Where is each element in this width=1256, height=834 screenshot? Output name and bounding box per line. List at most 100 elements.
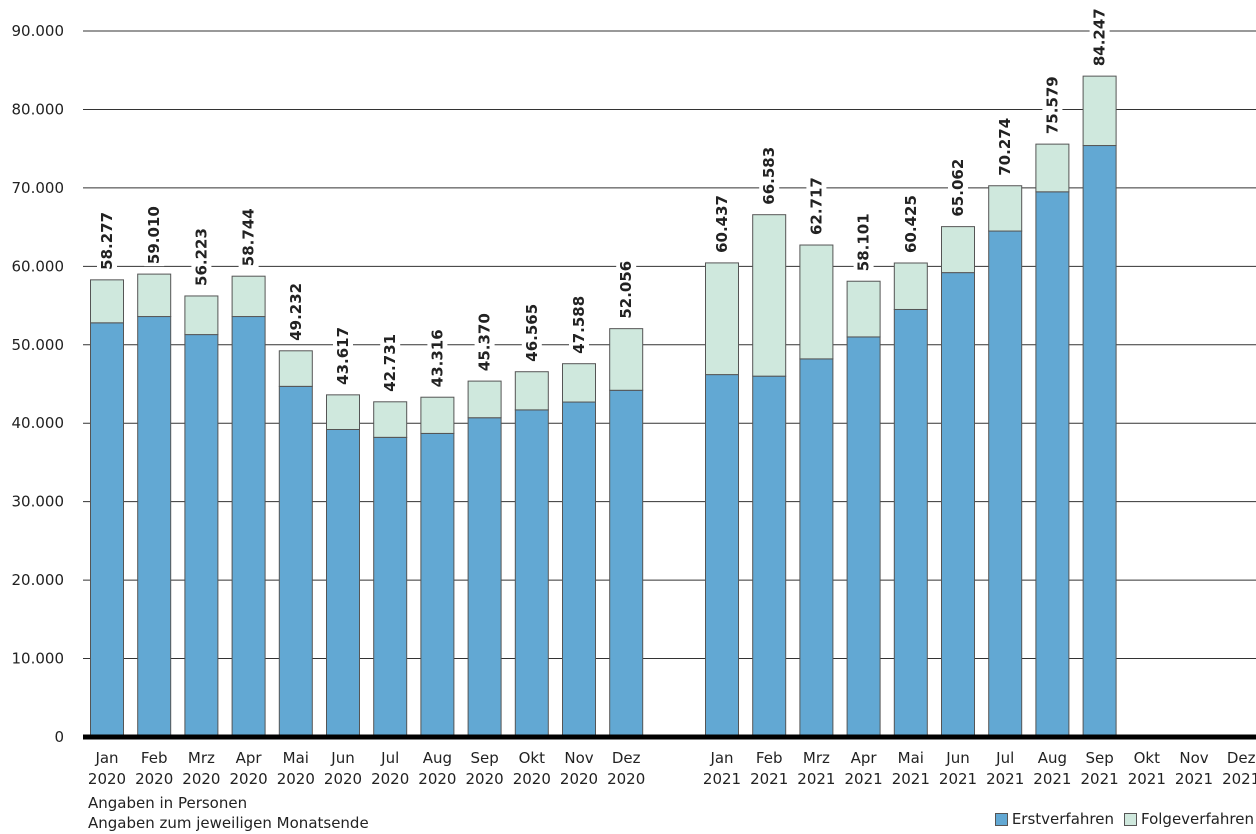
value-label: 62.717 (807, 177, 825, 235)
bar-erstverfahren (705, 374, 739, 738)
label-mask (853, 212, 874, 274)
x-tick-label-year: 2021 (1128, 770, 1166, 788)
bar-folgeverfahren (1082, 75, 1117, 147)
bar-folgeverfahren (278, 350, 313, 387)
y-tick-label: 80.000 (12, 100, 65, 118)
label-mask (948, 157, 968, 219)
x-tick-label-year: 2021 (750, 770, 788, 788)
x-tick-label-year: 2020 (560, 770, 598, 788)
x-tick-label-month: Jun (330, 749, 354, 767)
x-tick-label-year: 2020 (277, 770, 315, 788)
bar-folgeverfahren (705, 262, 739, 376)
x-tick-label-month: Nov (564, 749, 593, 767)
bar-erstverfahren (609, 389, 644, 738)
bar-folgeverfahren (562, 363, 596, 403)
bar-erstverfahren (467, 417, 502, 738)
note-unit: Angaben in Personen (88, 794, 248, 812)
x-tick-label-year: 2020 (324, 770, 362, 788)
bar-erstverfahren (752, 375, 787, 738)
bar-erstverfahren (90, 322, 124, 738)
x-tick-label-month: Okt (1134, 749, 1160, 767)
x-tick-label-year: 2020 (88, 770, 126, 788)
x-tick-label-month: Sep (470, 749, 498, 767)
label-mask (759, 145, 780, 207)
bar-folgeverfahren (514, 371, 549, 411)
x-tick-label-month: Aug (423, 749, 452, 767)
label-mask (712, 193, 732, 255)
value-label: 46.565 (523, 304, 541, 362)
x-tick-label-year: 2020 (466, 770, 504, 788)
x-tick-label-year: 2020 (513, 770, 551, 788)
x-tick-label-month: Nov (1179, 749, 1208, 767)
y-tick-label: 50.000 (12, 336, 65, 354)
bar-folgeverfahren (90, 279, 124, 324)
x-tick-label-month: Feb (141, 749, 168, 767)
bar-folgeverfahren (988, 185, 1023, 232)
value-label: 65.062 (949, 159, 967, 217)
bar-folgeverfahren (941, 226, 975, 274)
x-tick-label-month: Sep (1085, 749, 1113, 767)
y-tick-label: 90.000 (12, 22, 65, 40)
y-tick-label: 20.000 (12, 571, 65, 589)
label-mask (380, 332, 401, 394)
chart-notes: Angaben in Personen Angaben zum jeweilig… (88, 793, 369, 833)
x-tick-label-month: Dez (1227, 749, 1256, 767)
x-tick-label-year: 2021 (703, 770, 741, 788)
label-mask (474, 312, 495, 374)
legend-label-erstverfahren: Erstverfahren (1011, 810, 1114, 828)
y-tick-label: 70.000 (12, 179, 65, 197)
bar-erstverfahren (278, 385, 313, 738)
x-tick-label-year: 2021 (797, 770, 835, 788)
bar-folgeverfahren (752, 214, 787, 377)
x-tick-label-month: Mai (898, 749, 924, 767)
bar-folgeverfahren (893, 262, 928, 310)
bar-folgeverfahren (1035, 143, 1070, 193)
bar-folgeverfahren (231, 275, 266, 318)
x-tick-label-year: 2021 (1175, 770, 1213, 788)
bar-erstverfahren (799, 358, 834, 738)
bar-erstverfahren (988, 230, 1023, 738)
x-tick-label-year: 2020 (418, 770, 456, 788)
label-mask (97, 210, 117, 272)
y-tick-label: 30.000 (12, 493, 65, 511)
bar-erstverfahren (562, 401, 596, 738)
value-label: 43.316 (428, 329, 446, 387)
x-tick-label-year: 2021 (845, 770, 883, 788)
label-mask (285, 281, 306, 343)
label-mask (616, 259, 637, 321)
bar-folgeverfahren (799, 244, 834, 360)
legend-item-folgeverfahren: Folgeverfahren (1123, 810, 1254, 828)
x-tick-label-month: Jan (709, 749, 733, 767)
x-tick-label-month: Apr (236, 749, 263, 767)
x-tick-label-month: Feb (756, 749, 783, 767)
label-mask (569, 294, 589, 356)
value-label: 70.274 (996, 118, 1014, 176)
value-label: 45.370 (476, 313, 494, 371)
x-tick-label-month: Jan (94, 749, 118, 767)
bar-erstverfahren (1035, 191, 1070, 738)
value-label: 43.617 (334, 327, 352, 385)
value-label: 47.588 (570, 296, 588, 354)
x-tick-label-month: Apr (851, 749, 878, 767)
bar-folgeverfahren (420, 396, 455, 434)
x-tick-label-year: 2020 (135, 770, 173, 788)
legend-item-erstverfahren: Erstverfahren (994, 810, 1114, 828)
label-mask (995, 116, 1016, 178)
bar-folgeverfahren (846, 280, 881, 338)
bar-erstverfahren (373, 436, 408, 738)
y-tick-label: 0 (54, 728, 64, 746)
bar-erstverfahren (326, 428, 360, 738)
value-label: 60.437 (713, 195, 731, 253)
bar-folgeverfahren (467, 380, 502, 419)
x-tick-label-year: 2021 (1033, 770, 1071, 788)
bar-erstverfahren (514, 409, 549, 738)
x-tick-label-year: 2021 (1081, 770, 1119, 788)
value-label: 58.101 (855, 213, 873, 271)
bar-erstverfahren (420, 432, 455, 738)
x-tick-label-year: 2020 (371, 770, 409, 788)
value-label: 42.731 (381, 334, 399, 392)
x-tick-label-month: Mrz (188, 749, 215, 767)
bar-folgeverfahren (326, 394, 360, 430)
bar-erstverfahren (231, 316, 266, 738)
